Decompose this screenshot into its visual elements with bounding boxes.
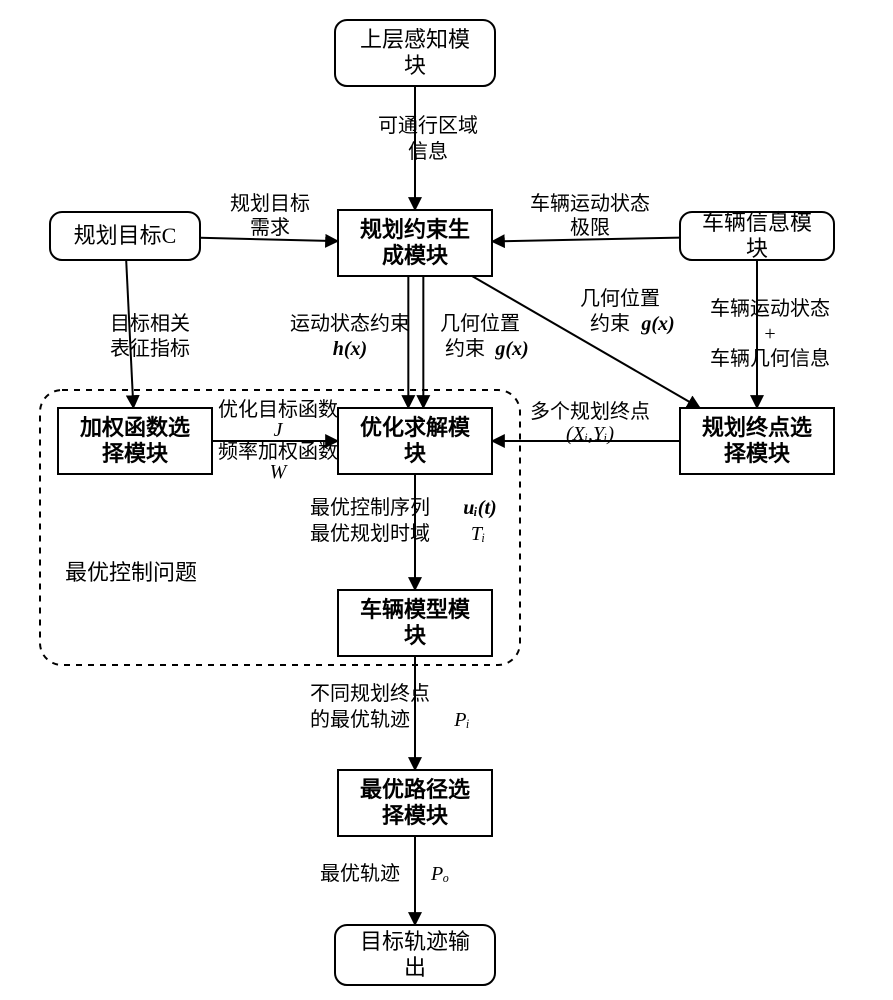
edge-e8-label-3: W — [270, 461, 289, 483]
edge-e7-label-2: 车辆几何信息 — [710, 347, 830, 370]
endpoint-label-0: 规划终点选 — [702, 415, 812, 440]
output-label-0: 目标轨迹输 — [360, 929, 470, 954]
edge-e10-label-3: Tᵢ — [471, 523, 485, 545]
edge-e12-label-0: 最优轨迹 — [320, 862, 400, 885]
edge-e1-label-1: 信息 — [408, 140, 448, 163]
weight_fn-label-0: 加权函数选 — [79, 415, 190, 440]
edge-e8-label-0: 优化目标函数 — [218, 398, 338, 421]
edge-e7-label-1: + — [764, 323, 775, 345]
edge-e5-label-0: 运动状态约束 — [290, 312, 410, 335]
edge-e3-label-1: 极限 — [570, 216, 610, 239]
plan_target-label-0: 规划目标C — [74, 223, 177, 248]
perception-label-1: 块 — [404, 53, 426, 78]
path_select-label-0: 最优路径选 — [360, 777, 470, 802]
edge-e7-label-0: 车辆运动状态 — [710, 297, 830, 320]
constraint-label-0: 规划约束生 — [360, 217, 470, 242]
vehicle_model-label-0: 车辆模型模 — [360, 597, 471, 622]
perception-label-0: 上层感知模 — [360, 27, 470, 52]
edge-e11-label-0: 不同规划终点 — [310, 682, 430, 705]
vehicle_info-label-1: 块 — [746, 236, 768, 261]
edge-e3-label-0: 车辆运动状态 — [530, 192, 650, 215]
edge-e9-label-0: 多个规划终点 — [530, 400, 650, 423]
edge-e11-label-1: 的最优轨迹 — [310, 708, 410, 731]
edge-e2-label-1: 需求 — [250, 216, 290, 239]
edge-e12-label-1: Pₒ — [430, 863, 449, 885]
edge-e10-label-0: 最优控制序列 — [310, 496, 430, 519]
path_select-label-1: 择模块 — [382, 803, 449, 828]
edge-e6-label-0: 几何位置 — [580, 287, 660, 310]
solver-label-1: 块 — [404, 441, 427, 466]
edge-e10-label-2: 最优规划时域 — [310, 522, 430, 545]
edge-e9-label-1: (Xᵢ,Yᵢ) — [566, 423, 614, 445]
edge-e4-label-1: 表征指标 — [110, 337, 190, 360]
edge-e4-label-0: 目标相关 — [110, 312, 190, 335]
edge-e11-label-2: Pᵢ — [453, 709, 469, 731]
constraint-label-1: 成模块 — [382, 243, 449, 268]
ocp-label: 最优控制问题 — [65, 560, 197, 585]
edge-e5b-label-0: 几何位置 — [440, 312, 520, 335]
edge-e5-label-1: h(x) — [333, 338, 367, 360]
solver-label-0: 优化求解模 — [360, 415, 471, 440]
edge-e5b-label-2: g(x) — [494, 338, 528, 360]
edge-e5b-label-1: 约束 — [445, 337, 485, 360]
edge-e10-label-1: uᵢ(t) — [463, 497, 496, 519]
endpoint-label-1: 择模块 — [724, 441, 791, 466]
edge-e1-label-0: 可通行区域 — [378, 114, 478, 137]
edge-e8-label-2: 频率加权函数 — [218, 440, 338, 463]
weight_fn-label-1: 择模块 — [102, 441, 169, 466]
edge-e2-label-0: 规划目标 — [230, 192, 310, 215]
edge-e6-label-1: 约束 — [590, 312, 630, 335]
output-label-1: 出 — [404, 955, 426, 980]
edge-e8-label-1: J — [274, 419, 284, 441]
vehicle_model-label-1: 块 — [404, 623, 427, 648]
edge-e6-label-2: g(x) — [640, 313, 674, 335]
vehicle_info-label-0: 车辆信息模 — [702, 210, 812, 235]
